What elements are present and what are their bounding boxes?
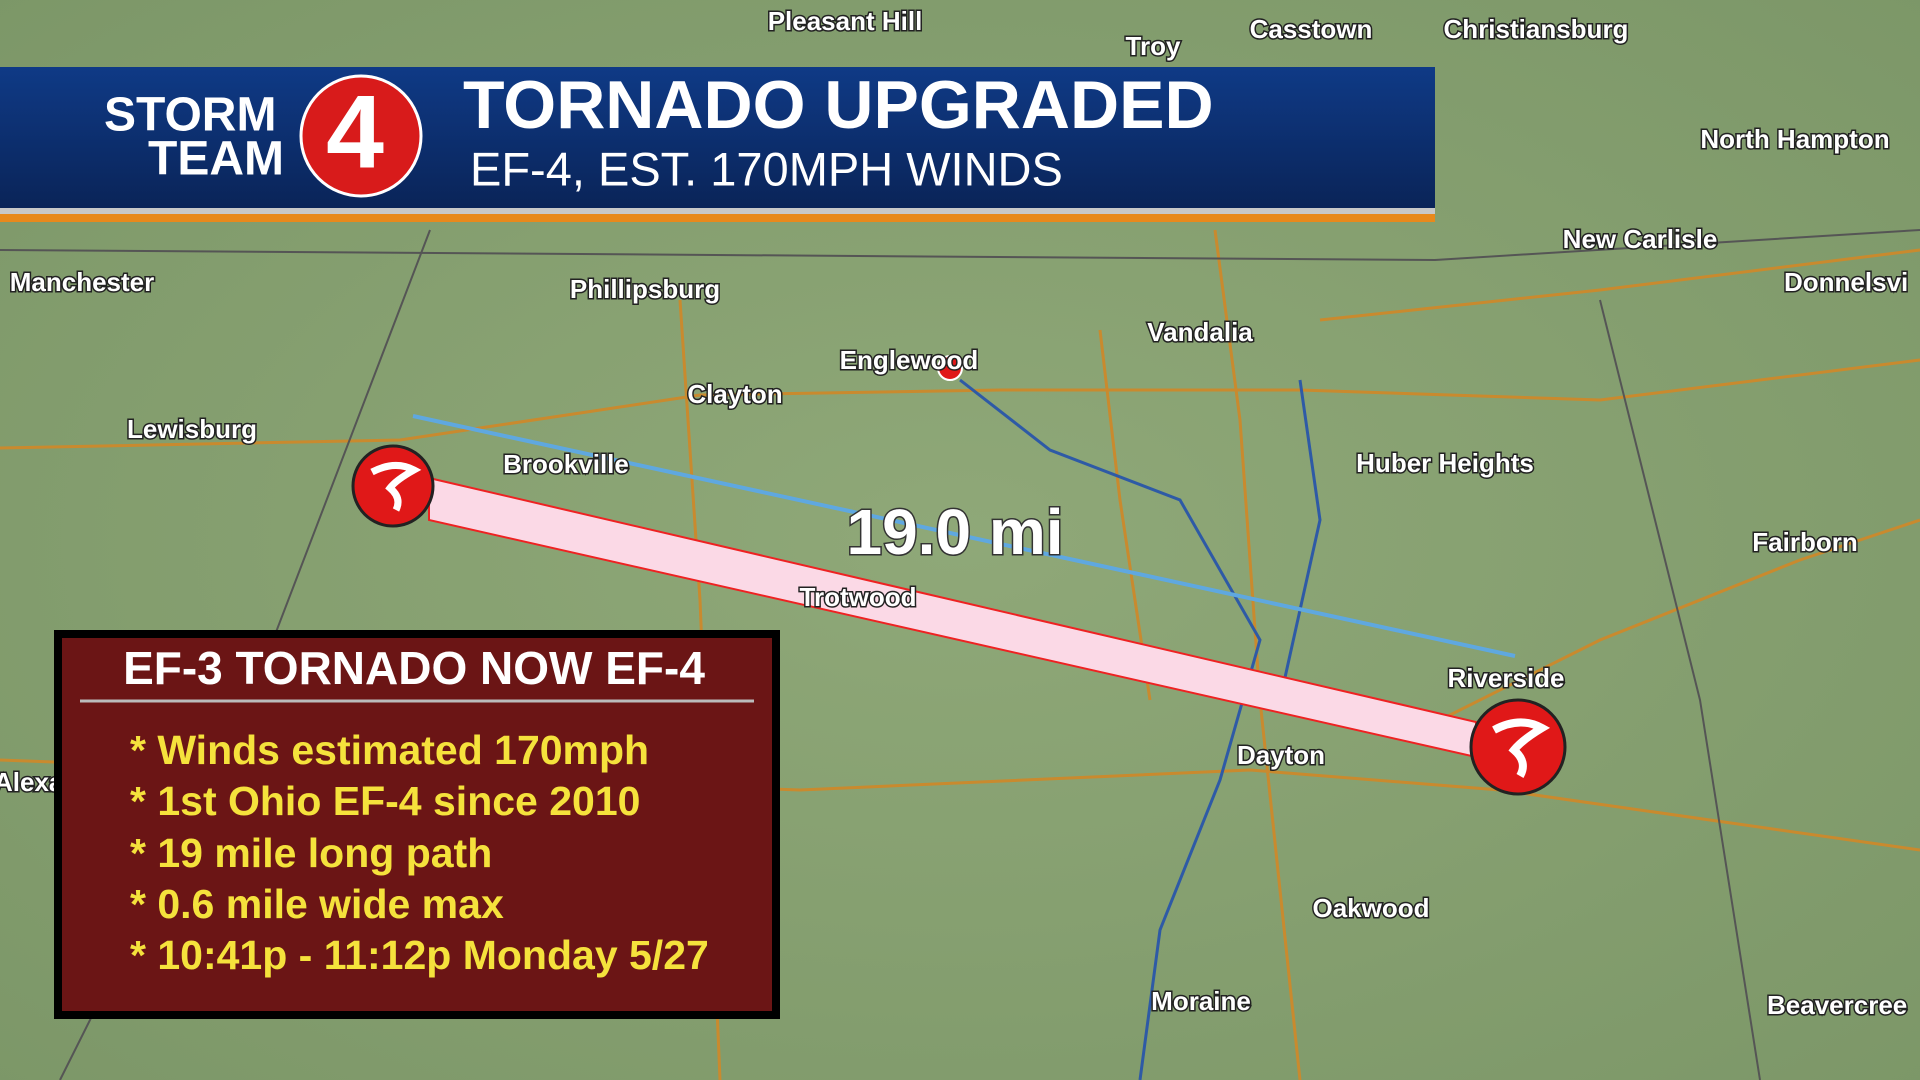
- place-label: Lewisburg: [127, 414, 257, 444]
- place-label: Beavercree: [1767, 990, 1907, 1020]
- place-label: Christiansburg: [1444, 14, 1629, 44]
- info-item: * 10:41p - 11:12p Monday 5/27: [130, 932, 709, 978]
- header-title: TORNADO UPGRADED: [463, 67, 1214, 143]
- info-box-title: EF-3 TORNADO NOW EF-4: [123, 642, 705, 694]
- place-label: Pleasant Hill: [768, 6, 923, 36]
- header-stripe: [0, 214, 1435, 222]
- tornado-icon: [1469, 698, 1567, 796]
- place-label: Casstown: [1250, 14, 1373, 44]
- place-label: Riverside: [1447, 663, 1564, 693]
- place-label: Phillipsburg: [570, 274, 720, 304]
- info-item: * 1st Ohio EF-4 since 2010: [130, 778, 640, 824]
- place-label: Oakwood: [1312, 893, 1429, 923]
- info-item: * Winds estimated 170mph: [130, 727, 649, 773]
- header-bar: [0, 67, 1435, 208]
- distance-line: [412, 414, 1516, 658]
- place-label: Fairborn: [1752, 527, 1857, 557]
- place-label: Dayton: [1237, 740, 1325, 770]
- place-label: Huber Heights: [1356, 448, 1534, 478]
- place-label: Manchester: [10, 267, 155, 297]
- info-box-panel: [54, 630, 780, 1019]
- tornado-icon: [351, 444, 435, 528]
- place-label: Troy: [1126, 31, 1181, 61]
- place-label: North Hampton: [1700, 124, 1889, 154]
- place-label: Brookville: [503, 449, 629, 479]
- place-label: Moraine: [1151, 986, 1251, 1016]
- distance-label: 19.0 mi: [846, 496, 1063, 568]
- place-label: Donnelsvi: [1784, 267, 1908, 297]
- info-item: * 0.6 mile wide max: [130, 881, 504, 927]
- logo-text: TEAM: [148, 133, 284, 186]
- logo-circle: [299, 74, 423, 198]
- logo-text: STORM: [104, 89, 276, 142]
- place-label: Clayton: [687, 379, 782, 409]
- info-item: * 19 mile long path: [130, 830, 492, 876]
- info-box: EF-3 TORNADO NOW EF-4 * Winds estimated …: [54, 630, 780, 1019]
- header-subtitle: EF-4, EST. 170MPH WINDS: [470, 142, 1063, 195]
- place-marker: [937, 355, 963, 381]
- place-label: New Carlisle: [1563, 224, 1718, 254]
- place-label: Vandalia: [1147, 317, 1253, 347]
- logo-number: 4: [326, 74, 384, 190]
- place-labels: Pleasant Hill Troy Casstown Christiansbu…: [0, 4, 1910, 1021]
- place-label: Englewood: [840, 345, 979, 375]
- header: STORM TEAM 4 TORNADO UPGRADED EF-4, EST.…: [0, 67, 1435, 222]
- header-stripe: [0, 208, 1435, 214]
- place-label: Trotwood: [800, 582, 917, 612]
